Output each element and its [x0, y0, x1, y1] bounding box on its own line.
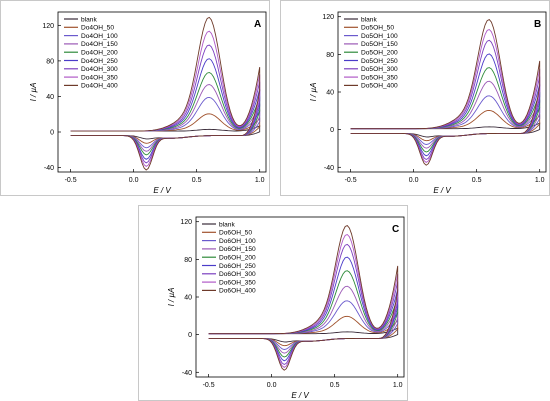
legend-label: Do4OH_250: [81, 58, 118, 65]
legend-label: Do6OH_200: [219, 255, 256, 262]
y-axis-label: I / µA: [29, 83, 38, 102]
y-tick-label: -40: [44, 165, 54, 172]
legend-label: Do5OH_400: [361, 83, 398, 90]
panel-letter: C: [392, 224, 399, 235]
series-line: [208, 225, 399, 371]
legend-label: Do4OH_100: [81, 33, 118, 40]
series-line: [70, 16, 261, 171]
y-tick-label: -40: [324, 165, 334, 172]
chart-panel-b: -40 0 40 80 120 -0.5 0.0 0.5 1.0 E / V I / µA Bblan…: [280, 0, 550, 196]
legend-label: Do4OH_350: [81, 74, 118, 81]
y-tick-label: 0: [330, 127, 334, 134]
legend-label: Do5OH_250: [361, 58, 398, 65]
legend-label: Do6OH_50: [219, 230, 252, 237]
panel-border: [0, 0, 270, 196]
legend-label: Do5OH_50: [361, 25, 394, 32]
x-tick-label: -0.5: [345, 177, 357, 184]
y-tick-label: 80: [184, 257, 192, 264]
y-tick-label: 120: [42, 23, 54, 30]
y-tick-label: 80: [326, 52, 334, 59]
y-tick-label: 0: [188, 332, 192, 339]
legend-label: Do4OH_150: [81, 41, 118, 48]
x-tick-label: 0.0: [129, 177, 139, 184]
legend-label: blank: [81, 16, 97, 23]
legend-label: Do5OH_150: [361, 41, 398, 48]
legend-label: Do5OH_300: [361, 66, 398, 73]
chart-panel-a: -40 0 40 80 120 -0.5 0.0 0.5 1.0 E / V I / µA Ablan…: [0, 0, 270, 196]
x-tick-label: -0.5: [65, 177, 77, 184]
legend-label: Do5OH_100: [361, 33, 398, 40]
panel-letter: B: [534, 19, 541, 30]
y-tick-label: -40: [182, 370, 192, 377]
x-tick-label: 0.5: [330, 382, 340, 389]
y-tick-label: 80: [46, 58, 54, 65]
legend-label: blank: [219, 221, 235, 228]
panel-letter: A: [254, 19, 261, 30]
x-tick-label: 1.0: [255, 177, 265, 184]
y-tick-label: 40: [326, 90, 334, 97]
y-tick-label: 120: [322, 14, 334, 21]
legend-label: Do5OH_200: [361, 50, 398, 57]
y-tick-label: 40: [46, 94, 54, 101]
legend-label: Do4OH_50: [81, 25, 114, 32]
y-tick-label: 0: [50, 130, 54, 137]
y-axis-label: I / µA: [167, 288, 176, 307]
x-tick-label: 0.5: [472, 177, 482, 184]
y-tick-label: 40: [184, 295, 192, 302]
plot-frame: [57, 11, 267, 173]
legend-label: Do6OH_250: [219, 263, 256, 270]
legend-label: Do4OH_300: [81, 66, 118, 73]
series-line: [350, 19, 541, 166]
y-tick-label: 120: [180, 219, 192, 226]
legend-label: blank: [361, 16, 377, 23]
chart-panel-c: -40 0 40 80 120 -0.5 0.0 0.5 1.0 E / V I / µA Cblan…: [138, 205, 408, 401]
panel-border: [138, 205, 408, 401]
x-tick-label: 1.0: [535, 177, 545, 184]
legend-label: Do6OH_300: [219, 271, 256, 278]
legend-label: Do6OH_400: [219, 288, 256, 295]
x-tick-label: 0.0: [409, 177, 419, 184]
y-axis-label: I / µA: [309, 83, 318, 102]
x-axis-label: E / V: [291, 391, 309, 400]
legend-label: Do5OH_350: [361, 74, 398, 81]
panel-border: [280, 0, 550, 196]
legend-label: Do6OH_150: [219, 246, 256, 253]
legend-label: Do6OH_350: [219, 279, 256, 286]
x-tick-label: 0.0: [267, 382, 277, 389]
x-tick-label: -0.5: [203, 382, 215, 389]
legend-label: Do6OH_100: [219, 238, 256, 245]
x-axis-label: E / V: [433, 186, 451, 195]
x-axis-label: E / V: [153, 186, 171, 195]
legend-label: Do4OH_400: [81, 83, 118, 90]
x-tick-label: 0.5: [192, 177, 202, 184]
x-tick-label: 1.0: [393, 382, 403, 389]
legend-label: Do4OH_200: [81, 50, 118, 57]
